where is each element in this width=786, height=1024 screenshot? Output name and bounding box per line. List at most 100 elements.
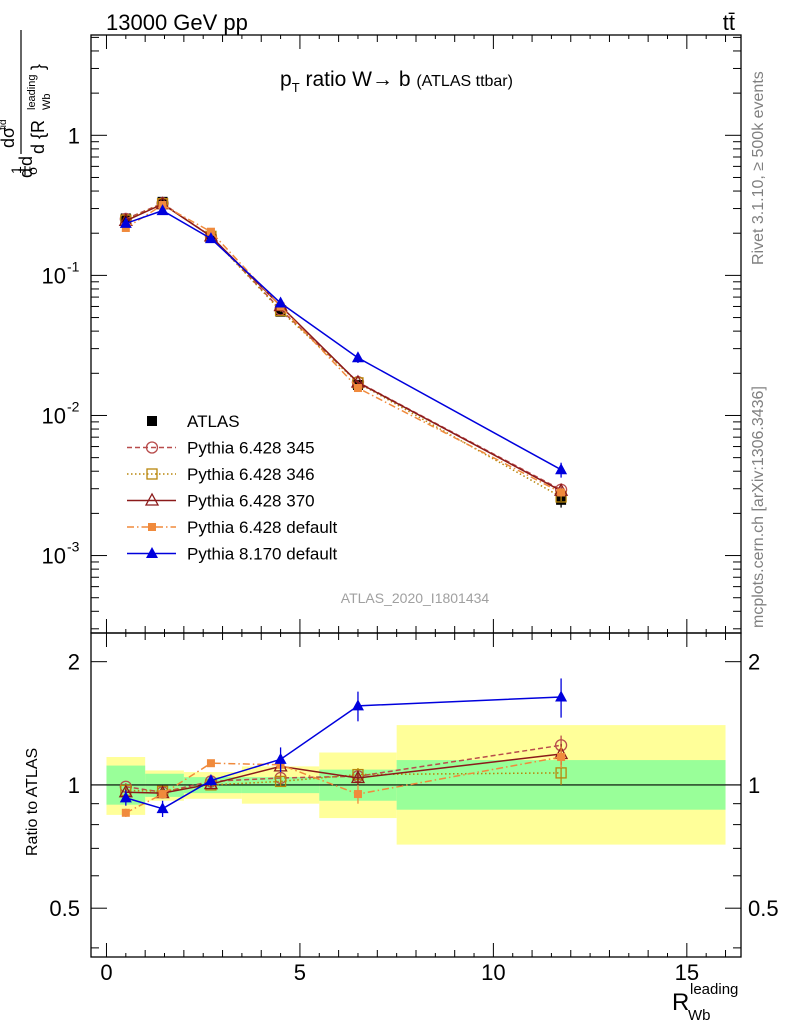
data-point (121, 223, 130, 232)
ratio-tick-label: 2 (68, 650, 80, 675)
x-tick-label: 15 (675, 960, 699, 985)
svg-text:10: 10 (42, 403, 66, 428)
x-label-sub: Wb (688, 1007, 711, 1024)
beam-label: 13000 GeV pp (106, 10, 248, 35)
ratio-series-layer (118, 678, 569, 818)
legend-label: ATLAS (187, 412, 240, 431)
series-line (125, 204, 562, 494)
series-line (125, 202, 562, 498)
ratio-series-4 (119, 678, 568, 818)
process-label: tt̄ (723, 10, 735, 35)
y-tick-label: 1 (68, 123, 80, 148)
ratio-y-label: Ratio to ATLAS (24, 748, 41, 856)
legend-entry: Pythia 6.428 345 (127, 439, 315, 458)
y-label-brace: } (28, 64, 48, 70)
y-label-leading: leading (26, 75, 38, 110)
title-small: (ATLAS ttbar) (416, 73, 513, 90)
svg-text:10: 10 (42, 263, 66, 288)
analysis-id: ATLAS_2020_I1801434 (341, 590, 490, 606)
x-tick-label: 5 (294, 960, 306, 985)
ratio-point (557, 753, 566, 762)
ratio-series-3 (121, 746, 566, 818)
title-b: b (393, 68, 411, 91)
svg-text:-2: -2 (67, 398, 80, 414)
legend-entry: Pythia 8.170 default (127, 545, 338, 564)
data-point (119, 216, 132, 228)
y-label-d: d (16, 168, 36, 178)
data-point (156, 204, 169, 216)
data-point (351, 351, 364, 363)
ratio-line (125, 772, 562, 793)
legend-entry: Pythia 6.428 default (127, 518, 338, 537)
ratio-point (158, 790, 167, 799)
ratio-point (206, 759, 215, 768)
mcplots-label: mcplots.cern.ch [arXiv:1306.3436] (750, 386, 767, 628)
plot-title: pT ratio W→ b (ATLAS ttbar) (280, 68, 513, 95)
series-line (125, 209, 562, 471)
y-label-sigma: σ (24, 166, 40, 175)
x-tick-label: 10 (481, 960, 505, 985)
y-label-dsigma: dσ (0, 127, 18, 148)
y-axis-label: d 1 σ d dσ fid d {R Wb leading } (0, 30, 53, 178)
data-point (555, 463, 568, 475)
series-line (125, 202, 562, 491)
svg-text:-3: -3 (67, 539, 80, 555)
legend-marker (146, 547, 158, 558)
legend-marker (144, 492, 160, 506)
y-label-d2: d (16, 156, 36, 166)
series-5 (119, 204, 568, 478)
y-label-one: 1 (8, 166, 24, 174)
title-arrow: → (372, 68, 393, 91)
svg-text:10: 10 (42, 544, 66, 569)
data-point (274, 296, 287, 308)
y-tick-label: 10 -2 (42, 398, 80, 428)
legend-marker (145, 441, 159, 454)
series-0 (120, 196, 567, 508)
ratio-point (274, 752, 287, 764)
ratio-tick-label: 1 (68, 773, 80, 798)
rivet-label: Rivet 3.1.10, ≥ 500k events (750, 71, 767, 265)
ratio-point (353, 790, 362, 799)
ratio-point (351, 699, 364, 711)
legend: ATLAS Pythia 6.428 345 Pythia 6.428 346 Pyt… (127, 412, 338, 564)
data-point (204, 232, 217, 244)
ratio-point (350, 770, 366, 784)
legend-marker (147, 416, 157, 426)
data-point (353, 384, 362, 393)
legend-marker (146, 468, 158, 480)
ratio-point (156, 802, 169, 814)
y-tick-label: 10 -1 (42, 258, 80, 288)
ratio-point (119, 791, 132, 803)
data-point (275, 306, 286, 317)
legend-entry: ATLAS (147, 412, 240, 431)
ratio-line (125, 756, 562, 814)
legend-label: Pythia 6.428 345 (187, 439, 315, 458)
x-label-main: R (672, 989, 689, 1016)
svg-text:1: 1 (68, 123, 80, 148)
legend-marker (148, 523, 156, 531)
legend-entry: Pythia 6.428 370 (127, 492, 315, 511)
main-series-layer (118, 196, 569, 508)
title-p: p (280, 68, 292, 91)
y-label-fid: fid (0, 119, 9, 130)
y-label-denominator: d {R (28, 120, 48, 154)
legend-label: Pythia 6.428 default (187, 518, 338, 537)
main-frame (90, 34, 742, 634)
legend-label: Pythia 6.428 346 (187, 465, 315, 484)
legend-entry: Pythia 6.428 346 (127, 465, 315, 484)
data-point (206, 227, 215, 236)
ratio-point (204, 774, 217, 786)
x-tick-label: 0 (100, 960, 112, 985)
y-label-wb: Wb (41, 94, 53, 111)
svg-text:-1: -1 (67, 258, 80, 274)
ratio-tick-label: 0.5 (49, 896, 80, 921)
ratio-line (125, 744, 562, 793)
ratio-tick-label-right: 2 (748, 650, 760, 675)
title-rest: ratio W (300, 68, 373, 91)
ratio-point (121, 808, 130, 817)
title-sub: T (292, 80, 300, 95)
legend-label: Pythia 6.428 370 (187, 492, 315, 511)
y-tick-label: 10 -3 (42, 539, 80, 569)
